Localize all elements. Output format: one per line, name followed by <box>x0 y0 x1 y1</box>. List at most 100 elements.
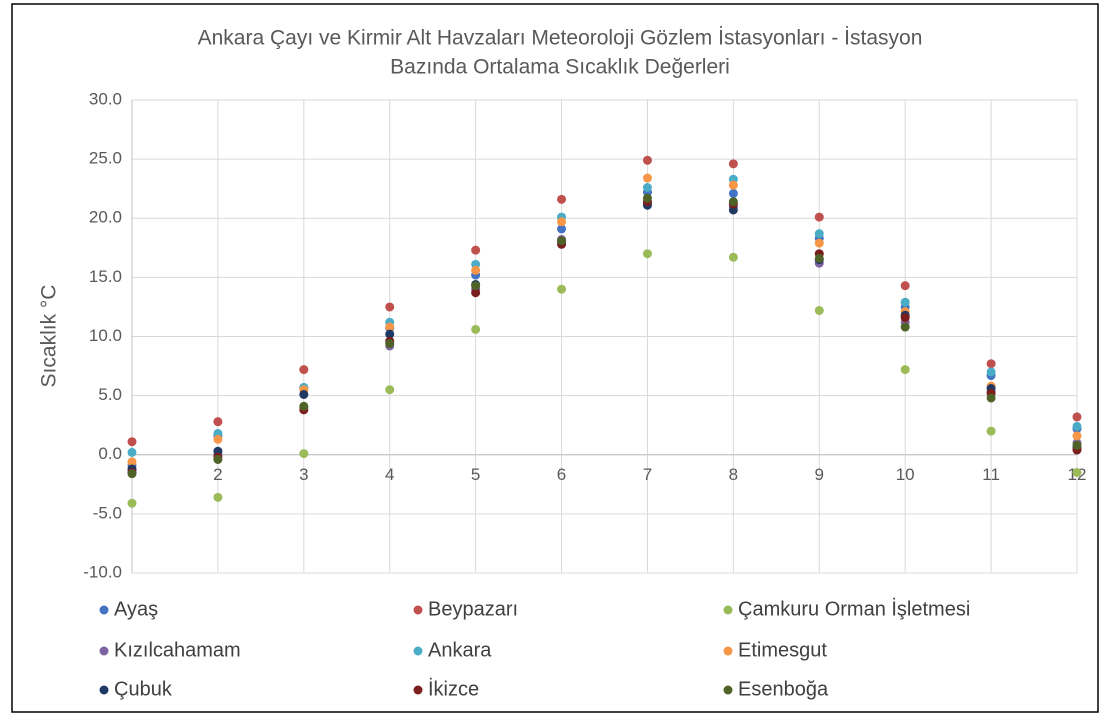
y-tick-label: 15.0 <box>89 267 122 286</box>
x-tick-label: 9 <box>815 465 824 484</box>
y-tick-label: -5.0 <box>93 503 122 522</box>
point <box>986 426 996 436</box>
x-tick-label: 5 <box>471 465 480 484</box>
point <box>728 188 738 198</box>
point <box>127 469 137 479</box>
point <box>814 305 824 315</box>
point <box>213 492 223 502</box>
x-tick-label: 11 <box>982 465 1000 484</box>
legend-label: Etimesgut <box>738 639 827 661</box>
point <box>557 217 567 227</box>
point <box>1072 440 1082 450</box>
point <box>213 454 223 464</box>
point <box>986 393 996 403</box>
point <box>557 194 567 204</box>
legend-marker <box>723 605 733 615</box>
point <box>986 367 996 377</box>
y-tick-label: 5.0 <box>98 385 122 404</box>
point <box>127 437 137 447</box>
x-tick-label: 10 <box>896 465 915 484</box>
point <box>642 249 652 259</box>
point <box>728 252 738 262</box>
point <box>900 281 910 291</box>
point <box>471 281 481 291</box>
legend-marker <box>723 646 733 656</box>
legend-label: Çubuk <box>114 678 173 700</box>
point <box>299 365 309 375</box>
point <box>900 313 910 323</box>
point <box>1072 431 1082 441</box>
x-tick-label: 8 <box>729 465 738 484</box>
point <box>642 155 652 165</box>
legend-label: Çamkuru Orman İşletmesi <box>738 597 970 620</box>
y-tick-label: 0.0 <box>98 444 122 463</box>
legend-label: Beypazarı <box>428 598 518 620</box>
legend-marker <box>99 646 109 656</box>
point <box>900 297 910 307</box>
point <box>642 183 652 193</box>
y-axis-label: Sıcaklık °C <box>38 285 61 388</box>
y-tick-label: -10.0 <box>83 562 122 581</box>
legend-marker <box>413 646 423 656</box>
point <box>213 417 223 427</box>
point <box>814 229 824 239</box>
legend-marker <box>723 685 733 695</box>
point <box>814 212 824 222</box>
point <box>471 245 481 255</box>
point <box>471 288 481 298</box>
point <box>213 434 223 444</box>
legend-label: Kızılcahamam <box>114 639 241 661</box>
point <box>385 385 395 395</box>
frame <box>11 3 1099 713</box>
legend-marker <box>99 605 109 615</box>
legend-label: Ankara <box>428 639 492 661</box>
point <box>385 329 395 339</box>
legend-label: Esenboğa <box>738 678 829 700</box>
point <box>814 238 824 248</box>
y-tick-label: 10.0 <box>89 326 122 345</box>
legend-label: İkizce <box>428 677 479 700</box>
point <box>642 173 652 183</box>
point <box>299 401 309 411</box>
legend-marker <box>413 605 423 615</box>
point <box>385 302 395 312</box>
point <box>900 365 910 375</box>
point <box>385 339 395 349</box>
point <box>127 498 137 508</box>
y-tick-label: 25.0 <box>89 149 122 168</box>
point <box>557 284 567 294</box>
point <box>471 324 481 334</box>
point <box>1072 421 1082 431</box>
point <box>986 359 996 369</box>
point <box>299 389 309 399</box>
x-tick-label: 7 <box>643 465 652 484</box>
x-tick-label: 4 <box>385 465 394 484</box>
point <box>1072 467 1082 477</box>
point <box>557 224 567 234</box>
x-tick-label: 2 <box>213 465 222 484</box>
chart-title: Bazında Ortalama Sıcaklık Değerleri <box>390 56 730 79</box>
x-tick-label: 3 <box>299 465 308 484</box>
point <box>471 265 481 275</box>
y-tick-label: 30.0 <box>89 89 122 108</box>
legend-marker <box>413 685 423 695</box>
point <box>642 193 652 203</box>
point <box>385 322 395 332</box>
y-tick-label: 20.0 <box>89 208 122 227</box>
legend-marker <box>99 685 109 695</box>
point <box>127 447 137 457</box>
legend-label: Ayaş <box>114 598 158 620</box>
point <box>127 457 137 467</box>
point <box>299 449 309 459</box>
chart-title: Ankara Çayı ve Kirmir Alt Havzaları Mete… <box>198 27 923 50</box>
x-tick-label: 6 <box>557 465 566 484</box>
point <box>1072 412 1082 422</box>
point <box>814 253 824 263</box>
point <box>728 197 738 207</box>
point <box>728 159 738 169</box>
point <box>557 236 567 246</box>
point <box>728 180 738 190</box>
point <box>900 322 910 332</box>
